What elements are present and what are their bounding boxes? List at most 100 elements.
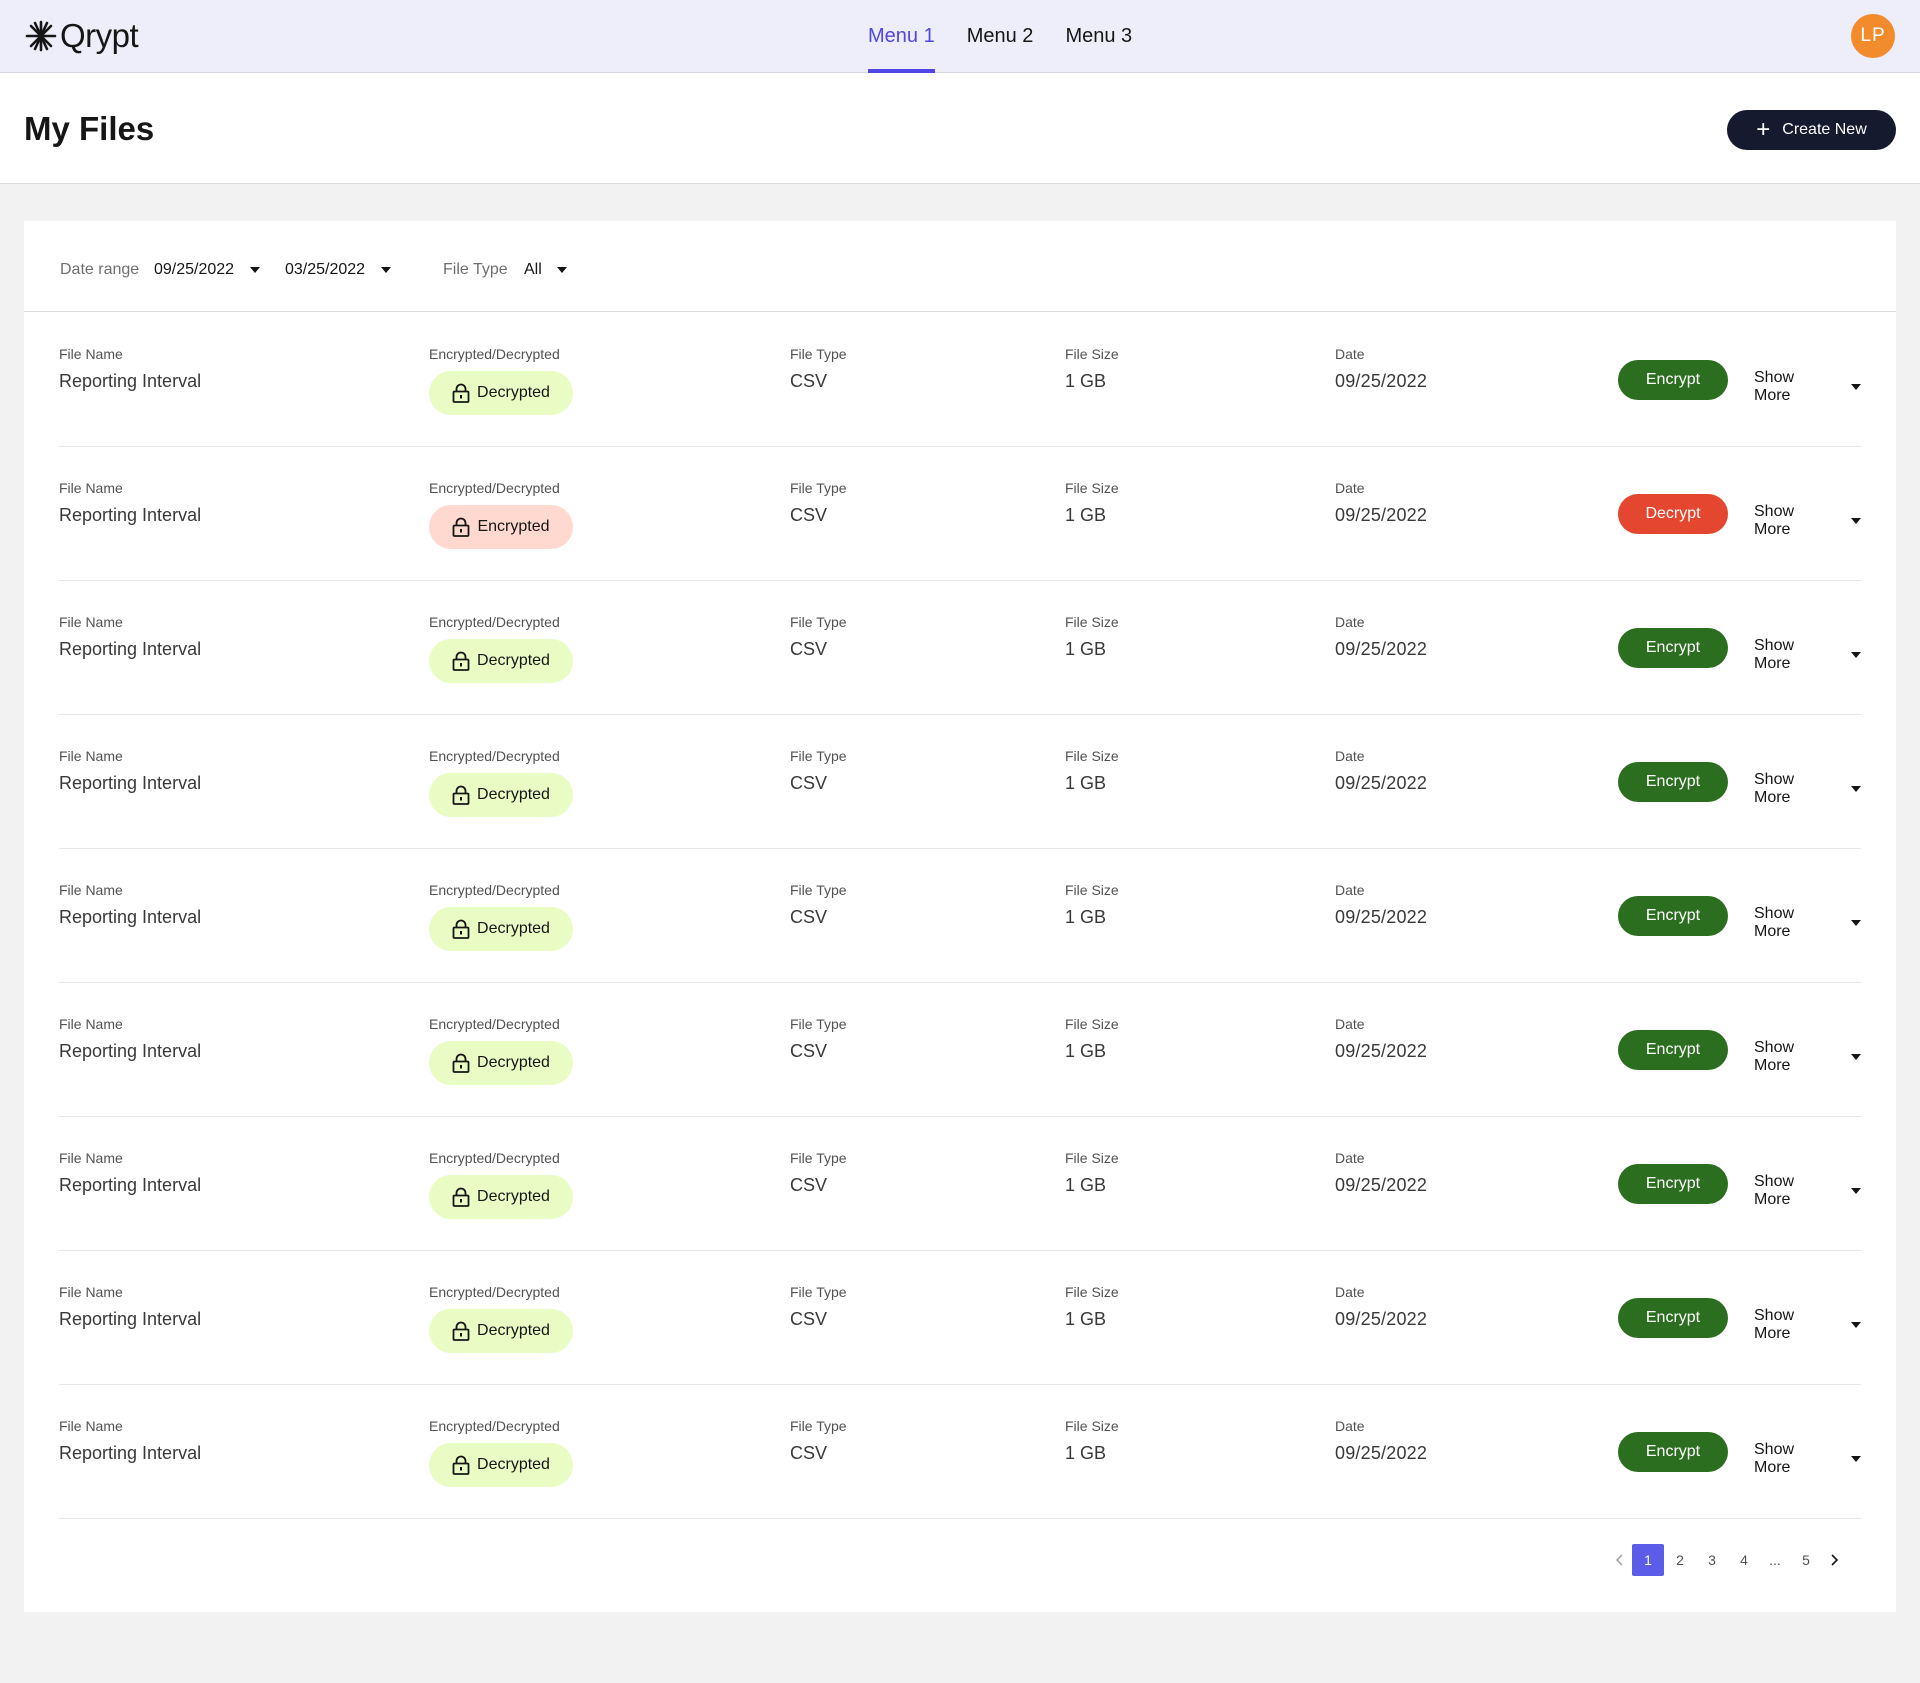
file-size-value: 1 GB [1065,371,1107,391]
file-name-value: Reporting Interval [59,1443,202,1463]
nav-menu-3[interactable]: Menu 3 [1065,25,1133,47]
file-type-value: CSV [790,773,828,793]
encrypt-button[interactable]: Encrypt [1618,1432,1728,1472]
page-2-button[interactable]: 2 [1676,1552,1684,1568]
encrypt-button[interactable]: Encrypt [1618,1030,1728,1070]
nav-menu-2[interactable]: Menu 2 [966,25,1034,47]
show-more-dropdown[interactable]: Show More [1754,637,1861,673]
show-more-dropdown[interactable]: Show More [1754,771,1861,807]
chevron-down-icon [556,267,567,273]
date-value: 09/25/2022 [1335,1175,1428,1195]
file-name-value: Reporting Interval [59,907,202,927]
encrypt-button[interactable]: Encrypt [1618,1164,1728,1204]
table-row: File Name Reporting Interval Encrypted/Dec… [59,1385,1861,1519]
qrypt-logo[interactable]: Qrypt [24,16,139,56]
date-value: 09/25/2022 [1335,1041,1428,1061]
encrypt-button[interactable]: Encrypt [1618,360,1728,400]
user-avatar[interactable]: LP [1851,14,1895,58]
status-badge: Decrypted [429,1041,573,1085]
status-text: Decrypted [477,1054,550,1071]
status-label: Encrypted/Decrypted [429,1284,560,1300]
show-more-label: Show More [1754,503,1795,538]
show-more-dropdown[interactable]: Show More [1754,1039,1861,1075]
file-name-label: File Name [59,748,123,764]
file-name-label: File Name [59,480,123,496]
status-badge: Decrypted [429,371,573,415]
page-3-button[interactable]: 3 [1708,1552,1716,1568]
show-more-dropdown[interactable]: Show More [1754,905,1861,941]
file-size-value: 1 GB [1065,1041,1107,1061]
status-badge: Decrypted [429,639,573,683]
decrypt-button[interactable]: Decrypt [1618,494,1728,534]
lock-icon [452,383,470,403]
encrypt-button[interactable]: Encrypt [1618,762,1728,802]
file-name-label: File Name [59,882,123,898]
date-label: Date [1335,346,1365,362]
show-more-dropdown[interactable]: Show More [1754,1173,1861,1209]
status-badge: Decrypted [429,1443,573,1487]
page-1-button[interactable]: 1 [1632,1544,1664,1576]
file-name-value: Reporting Interval [59,773,202,793]
date-start-dropdown[interactable]: 09/25/2022 [154,261,261,279]
file-name-value: Reporting Interval [59,639,202,659]
file-name-value: Reporting Interval [59,1175,202,1195]
page-title: My Files [24,110,155,147]
show-more-dropdown[interactable]: Show More [1754,1441,1861,1477]
file-type-value: CSV [790,371,828,391]
table-row: File Name Reporting Interval Encrypted/Dec… [59,1117,1861,1251]
lock-icon [452,919,470,939]
file-type-label: File Type [443,261,508,278]
show-more-label: Show More [1754,1039,1795,1074]
status-label: Encrypted/Decrypted [429,1150,560,1166]
file-type-label: File Type [790,1016,847,1032]
show-more-dropdown[interactable]: Show More [1754,503,1861,539]
create-new-button[interactable]: + Create New [1727,110,1896,150]
show-more-label: Show More [1754,1307,1795,1342]
chevron-down-icon [1851,920,1861,926]
nav-menu-1[interactable]: Menu 1 [868,0,935,73]
chevron-down-icon [1851,384,1861,390]
next-page-button[interactable] [1822,1544,1846,1576]
chevron-down-icon [1851,1456,1861,1462]
show-more-dropdown[interactable]: Show More [1754,1307,1861,1343]
status-label: Encrypted/Decrypted [429,1016,560,1032]
status-text: Decrypted [477,384,550,401]
file-size-label: File Size [1065,1418,1119,1434]
file-type-value: CSV [790,639,828,659]
date-value: 09/25/2022 [1335,907,1428,927]
chevron-down-icon [1851,786,1861,792]
file-type-dropdown[interactable]: All [524,261,567,279]
date-label: Date [1335,614,1365,630]
show-more-dropdown[interactable]: Show More [1754,369,1861,405]
date-value: 09/25/2022 [1335,371,1428,391]
page-4-button[interactable]: 4 [1740,1552,1748,1568]
status-label: Encrypted/Decrypted [429,346,560,362]
status-label: Encrypted/Decrypted [429,748,560,764]
date-end-value: 03/25/2022 [285,261,366,278]
show-more-label: Show More [1754,1441,1795,1476]
encrypt-button[interactable]: Encrypt [1618,1298,1728,1338]
status-label: Encrypted/Decrypted [429,882,560,898]
table-row: File Name Reporting Interval Encrypted/Dec… [59,849,1861,983]
table-row: File Name Reporting Interval Encrypted/Dec… [59,313,1861,447]
file-size-label: File Size [1065,1016,1119,1032]
encrypt-button[interactable]: Encrypt [1618,628,1728,668]
date-end-dropdown[interactable]: 03/25/2022 [285,261,392,279]
file-name-label: File Name [59,1284,123,1300]
chevron-down-icon [1851,518,1861,524]
encrypt-button[interactable]: Encrypt [1618,896,1728,936]
page-ellipsis: ... [1769,1552,1781,1568]
date-label: Date [1335,1284,1365,1300]
page-5-button[interactable]: 5 [1802,1552,1810,1568]
file-name-label: File Name [59,1418,123,1434]
chevron-down-icon [381,267,392,273]
status-text: Decrypted [477,1322,550,1339]
table-row: File Name Reporting Interval Encrypted/Dec… [59,581,1861,715]
lock-icon [453,517,470,537]
file-size-label: File Size [1065,614,1119,630]
file-type-value: CSV [790,907,828,927]
prev-page-button[interactable] [1608,1544,1632,1576]
lock-icon [452,1053,470,1073]
show-more-label: Show More [1754,771,1795,806]
date-label: Date [1335,480,1365,496]
